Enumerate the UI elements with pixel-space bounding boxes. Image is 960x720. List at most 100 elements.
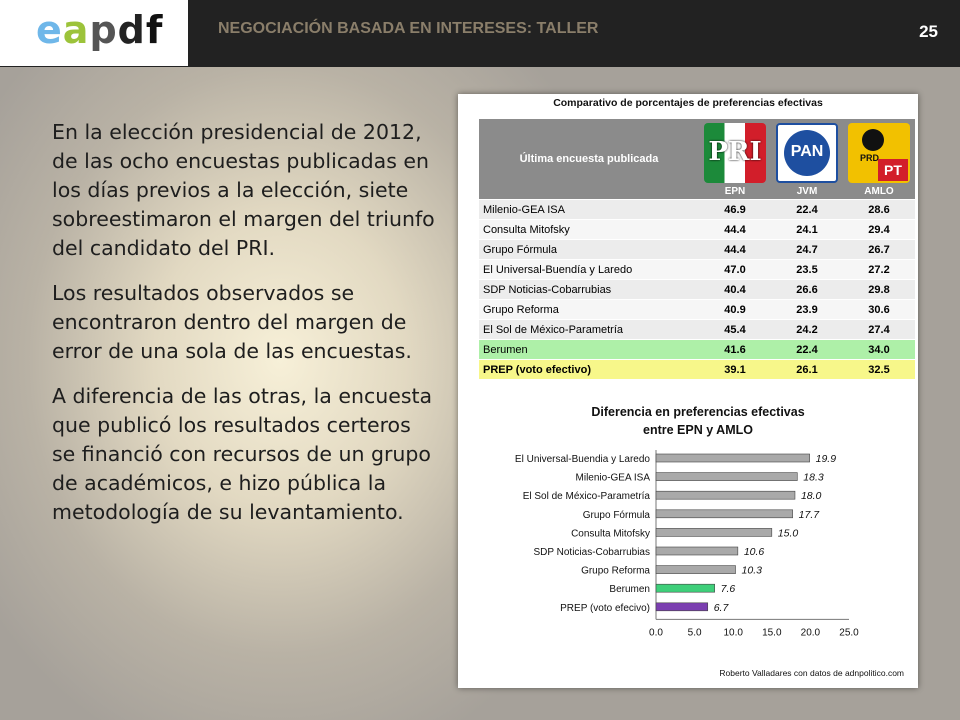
chart-category-label: Berumen <box>609 584 650 595</box>
difference-bar-chart: Diferencia en preferencias efectivas entr… <box>515 405 859 638</box>
jvm-value-cell: 26.1 <box>771 359 843 380</box>
party-col-prd: PRD PT AMLO <box>843 119 915 200</box>
table-title: Comparativo de porcentajes de preferenci… <box>553 97 823 109</box>
eapdf-logo: eapdf <box>36 8 164 52</box>
paragraph-2: Los resultados observados se encontraron… <box>52 281 412 363</box>
party-col-pan: PAN JVM <box>771 119 843 200</box>
jvm-value-cell: 22.4 <box>771 199 843 220</box>
chart-category-label: PREP (voto efecivo) <box>560 603 650 614</box>
poll-name-cell: Consulta Mitofsky <box>479 219 699 240</box>
poll-figure: Comparativo de porcentajes de preferenci… <box>458 94 918 688</box>
jvm-value-cell: 24.1 <box>771 219 843 240</box>
poll-table: Última encuesta publicada PRI EPN PAN JV… <box>479 119 915 380</box>
chart-credit: Roberto Valladares con datos de adnpolit… <box>719 668 904 678</box>
jvm-value-cell: 23.9 <box>771 299 843 320</box>
chart-bar <box>655 472 798 481</box>
jvm-value-cell: 24.7 <box>771 239 843 260</box>
chart-value-label: 19.9 <box>816 453 837 465</box>
poll-name-cell: El Sol de México-Parametría <box>479 319 699 340</box>
logo-container: eapdf <box>0 0 188 66</box>
chart-category-label: El Universal-Buendia y Laredo <box>515 454 651 465</box>
chart-bar <box>655 453 810 463</box>
chart-bar <box>655 490 796 500</box>
poll-name-cell: SDP Noticias-Cobarrubias <box>479 279 699 300</box>
chart-tick-label: 10.0 <box>723 627 743 638</box>
table-row: El Universal-Buendía y Laredo 47.0 23.5 27.… <box>479 259 915 280</box>
table-row: SDP Noticias-Cobarrubias 40.4 26.6 29.8 <box>479 279 915 300</box>
body-text: En la elección presidencial de 2012, de … <box>52 118 436 543</box>
table-row: PREP (voto efectivo) 39.1 26.1 32.5 <box>479 359 915 380</box>
table-header-label: Última encuesta publicada <box>479 119 699 200</box>
epn-value-cell: 41.6 <box>699 339 771 360</box>
chart-bar <box>655 528 773 537</box>
epn-value-cell: 40.4 <box>699 279 771 300</box>
chart-value-label: 10.6 <box>744 546 765 558</box>
epn-value-cell: 39.1 <box>699 359 771 380</box>
table-row: Berumen 41.6 22.4 34.0 <box>479 339 915 360</box>
chart-tick-label: 0.0 <box>649 627 663 638</box>
chart-bar <box>655 546 739 556</box>
table-row: Consulta Mitofsky 44.4 24.1 29.4 <box>479 219 915 240</box>
epn-value-cell: 40.9 <box>699 299 771 320</box>
paragraph-1: En la elección presidencial de 2012, de … <box>52 120 435 260</box>
amlo-value-cell: 26.7 <box>843 239 915 260</box>
chart-tick-label: 25.0 <box>839 627 859 638</box>
candidate-epn: EPN <box>724 186 746 197</box>
chart-value-label: 18.3 <box>803 472 824 484</box>
table-header-row: Última encuesta publicada PRI EPN PAN JV… <box>479 119 915 200</box>
chart-tick-label: 15.0 <box>762 627 782 638</box>
chart-category-label: Consulta Mitofsky <box>571 528 650 539</box>
poll-name-cell: El Universal-Buendía y Laredo <box>479 259 699 280</box>
chart-category-label: SDP Noticias-Cobarrubias <box>533 547 650 558</box>
chart-tick-label: 20.0 <box>801 627 821 638</box>
amlo-value-cell: 29.4 <box>843 219 915 240</box>
candidate-amlo: AMLO <box>864 186 894 197</box>
jvm-value-cell: 23.5 <box>771 259 843 280</box>
pri-logo-icon: PRI <box>704 123 766 183</box>
chart-tick-label: 5.0 <box>688 627 702 638</box>
epn-value-cell: 44.4 <box>699 239 771 260</box>
chart-category-label: Grupo Reforma <box>581 566 650 577</box>
poll-name-cell: Grupo Reforma <box>479 299 699 320</box>
chart-value-label: 7.6 <box>721 583 736 595</box>
pan-logo-icon: PAN <box>776 123 838 183</box>
chart-value-label: 17.7 <box>799 509 821 521</box>
chart-bar <box>655 602 709 612</box>
chart-category-label: El Sol de México-Parametría <box>523 491 651 502</box>
amlo-value-cell: 30.6 <box>843 299 915 320</box>
header-bar: eapdf NEGOCIACIÓN BASADA EN INTERESES: T… <box>0 0 960 67</box>
amlo-value-cell: 27.4 <box>843 319 915 340</box>
prd-pt-logo-icon: PRD PT <box>848 123 910 183</box>
chart-bar <box>655 509 793 519</box>
table-row: El Sol de México-Parametría 45.4 24.2 27.4 <box>479 319 915 340</box>
chart-value-label: 15.0 <box>778 527 799 539</box>
jvm-value-cell: 26.6 <box>771 279 843 300</box>
amlo-value-cell: 27.2 <box>843 259 915 280</box>
epn-value-cell: 47.0 <box>699 259 771 280</box>
table-row: Milenio-GEA ISA 46.9 22.4 28.6 <box>479 199 915 220</box>
poll-name-cell: Grupo Fórmula <box>479 239 699 260</box>
chart-value-label: 18.0 <box>801 490 822 502</box>
amlo-value-cell: 28.6 <box>843 199 915 220</box>
poll-name-cell: PREP (voto efectivo) <box>479 359 699 380</box>
chart-title: Diferencia en preferencias efectivas <box>591 405 804 419</box>
table-row: Grupo Reforma 40.9 23.9 30.6 <box>479 299 915 320</box>
chart-category-label: Grupo Fórmula <box>583 510 651 521</box>
epn-value-cell: 44.4 <box>699 219 771 240</box>
slide-title: NEGOCIACIÓN BASADA EN INTERESES: TALLER <box>218 20 599 37</box>
chart-bar <box>655 565 736 574</box>
chart-value-label: 10.3 <box>742 565 763 577</box>
chart-subtitle: entre EPN y AMLO <box>643 423 753 437</box>
chart-value-label: 6.7 <box>714 602 730 614</box>
jvm-value-cell: 22.4 <box>771 339 843 360</box>
candidate-jvm: JVM <box>796 186 818 197</box>
amlo-value-cell: 34.0 <box>843 339 915 360</box>
epn-value-cell: 46.9 <box>699 199 771 220</box>
poll-name-cell: Berumen <box>479 339 699 360</box>
jvm-value-cell: 24.2 <box>771 319 843 340</box>
epn-value-cell: 45.4 <box>699 319 771 340</box>
chart-category-label: Milenio-GEA ISA <box>576 473 651 484</box>
poll-name-cell: Milenio-GEA ISA <box>479 199 699 220</box>
amlo-value-cell: 29.8 <box>843 279 915 300</box>
page-number: 25 <box>919 22 938 41</box>
